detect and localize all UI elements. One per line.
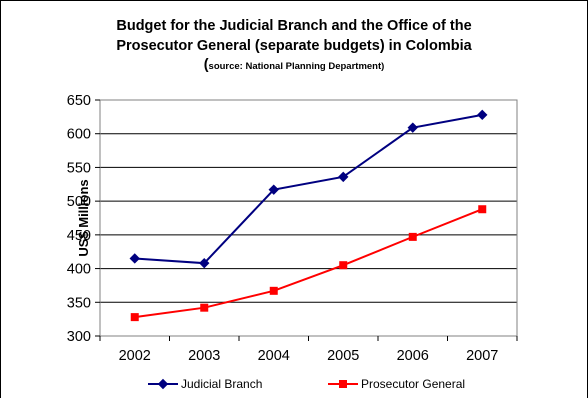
- x-tick-label: 2007: [466, 348, 498, 364]
- y-tick-label: 550: [67, 160, 91, 176]
- y-tick-label: 350: [67, 295, 91, 311]
- series-2: [130, 205, 487, 322]
- source-text: source: National Planning Department): [208, 61, 385, 72]
- series-line: [134, 113, 483, 265]
- data-point: [269, 286, 278, 295]
- data-point: [338, 171, 349, 183]
- x-tick-label: 2004: [258, 348, 290, 364]
- legend-marker: [157, 378, 169, 390]
- data-point: [129, 253, 140, 264]
- y-tick-label: 450: [67, 228, 91, 244]
- x-tick-label: 2002: [119, 348, 151, 364]
- legend: Judicial Branch Prosecutor General: [148, 377, 465, 391]
- data-point: [130, 313, 139, 322]
- gridlines: [100, 99, 517, 337]
- legend-label: Prosecutor General: [361, 377, 465, 391]
- data-point: [199, 257, 210, 269]
- y-tick-label: 300: [67, 329, 91, 345]
- y-tick-label: 600: [67, 127, 91, 143]
- x-tick-label: 2006: [397, 348, 429, 364]
- legend-label: Judicial Branch: [181, 377, 262, 391]
- series-1: [129, 109, 488, 269]
- data-point: [268, 184, 279, 195]
- plot-area: [99, 99, 518, 337]
- data-point: [478, 205, 487, 214]
- x-tick-label: 2003: [188, 348, 220, 364]
- data-point: [200, 303, 209, 312]
- chart-title-line-2: Prosecutor General (separate budgets) in…: [116, 38, 472, 54]
- source-open-paren: (: [203, 57, 209, 73]
- y-axis-ticks: 300 350 400 450 500 550 600 650: [67, 93, 100, 345]
- y-axis-label: US$ Millions: [76, 179, 91, 256]
- series-line: [134, 208, 483, 319]
- y-tick-label: 650: [67, 93, 91, 109]
- chart-title: Budget for the Judicial Branch and the O…: [0, 16, 588, 76]
- x-axis-ticks: 2002 2003 2004 2005 2006 2007: [99, 336, 518, 364]
- chart-title-line-1: Budget for the Judicial Branch and the O…: [116, 18, 472, 34]
- data-point: [339, 261, 348, 270]
- y-tick-label: 500: [67, 194, 91, 210]
- x-tick-label: 2005: [327, 348, 359, 364]
- y-tick-label: 400: [67, 262, 91, 278]
- data-point: [408, 232, 417, 241]
- series-group: [129, 109, 488, 322]
- legend-marker: [339, 380, 347, 388]
- data-point: [477, 109, 488, 121]
- data-point: [407, 122, 418, 133]
- chart-source: (source: National Planning Department): [0, 56, 588, 76]
